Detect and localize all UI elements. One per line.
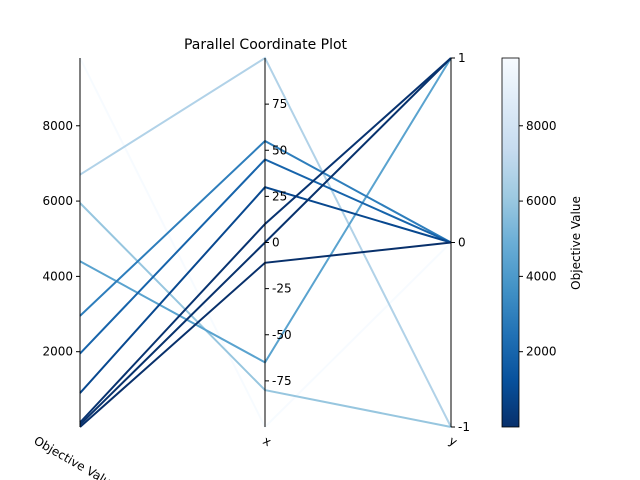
axes: 2000 4000 6000 8000 Objective Value 75 50 25 0 -2… [32, 51, 470, 480]
tick-label: 1 [458, 51, 466, 65]
tick-label: -25 [272, 282, 292, 296]
tick-label: 0 [272, 236, 280, 250]
colorbar-label: Objective Value [569, 196, 583, 290]
tick-label: 6000 [42, 194, 73, 208]
colorbar-tick-label: 4000 [526, 269, 557, 283]
colorbar: 2000 4000 6000 8000 Objective Value [501, 57, 583, 428]
tick-label: 2000 [42, 345, 73, 359]
axis-name: x [261, 433, 274, 449]
tick-label: -50 [272, 328, 292, 342]
tick-label: 4000 [42, 269, 73, 283]
colorbar-gradient [501, 57, 520, 428]
colorbar-tick-label: 8000 [526, 119, 557, 133]
tick-label: 25 [272, 189, 287, 203]
chart-title: Parallel Coordinate Plot [184, 37, 348, 53]
tick-label: -1 [458, 420, 470, 434]
tick-label: 0 [458, 236, 466, 250]
tick-label: -75 [272, 374, 292, 388]
tick-label: 8000 [42, 119, 73, 133]
colorbar-tick-label: 2000 [526, 345, 557, 359]
tick-label: 75 [272, 97, 287, 111]
colorbar-tick-label: 6000 [526, 194, 557, 208]
tick-label: 50 [272, 143, 287, 157]
axis-name: Objective Value [32, 433, 120, 480]
axis-name: y [447, 433, 460, 449]
